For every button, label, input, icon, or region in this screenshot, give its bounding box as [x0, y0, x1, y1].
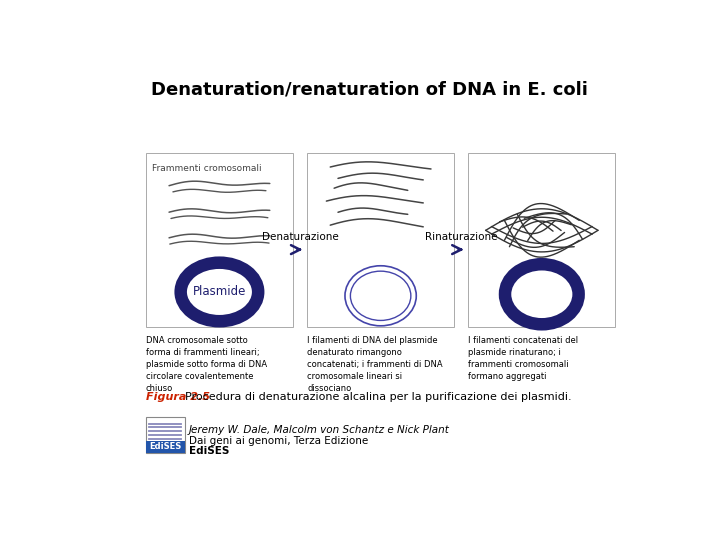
Text: Denaturazione: Denaturazione — [261, 232, 338, 242]
Text: Denaturation/renaturation of DNA in E. coli: Denaturation/renaturation of DNA in E. c… — [150, 80, 588, 98]
Ellipse shape — [345, 266, 416, 326]
Text: EdiSES: EdiSES — [149, 442, 181, 451]
Text: Rinaturazione: Rinaturazione — [425, 232, 498, 242]
Text: Procedura di denaturazione alcalina per la purificazione dei plasmidi.: Procedura di denaturazione alcalina per … — [184, 392, 571, 402]
Text: EdiSES: EdiSES — [189, 446, 230, 456]
Bar — [468, 153, 616, 327]
Bar — [145, 441, 184, 453]
Bar — [145, 417, 184, 453]
Ellipse shape — [181, 262, 258, 321]
Text: Dai geni ai genomi, Terza Edizione: Dai geni ai genomi, Terza Edizione — [189, 436, 369, 446]
Text: Jeremy W. Dale, Malcolm von Schantz e Nick Plant: Jeremy W. Dale, Malcolm von Schantz e Ni… — [189, 425, 450, 435]
Ellipse shape — [351, 271, 411, 320]
Text: Plasmide: Plasmide — [193, 286, 246, 299]
Text: DNA cromosomale sotto
forma di frammenti lineari;
plasmide sotto forma di DNA
ci: DNA cromosomale sotto forma di frammenti… — [145, 336, 267, 394]
Ellipse shape — [505, 264, 579, 325]
Text: I filamenti di DNA del plasmide
denaturato rimangono
concatenati; i frammenti di: I filamenti di DNA del plasmide denatura… — [307, 336, 443, 394]
Bar — [145, 153, 293, 327]
Bar — [307, 153, 454, 327]
Text: I filamenti concatenati del
plasmide rinaturano; i
frammenti cromosomali
formano: I filamenti concatenati del plasmide rin… — [468, 336, 578, 381]
Text: Frammenti cromosomali: Frammenti cromosomali — [152, 164, 261, 173]
Text: Figura 2.5: Figura 2.5 — [145, 392, 210, 402]
